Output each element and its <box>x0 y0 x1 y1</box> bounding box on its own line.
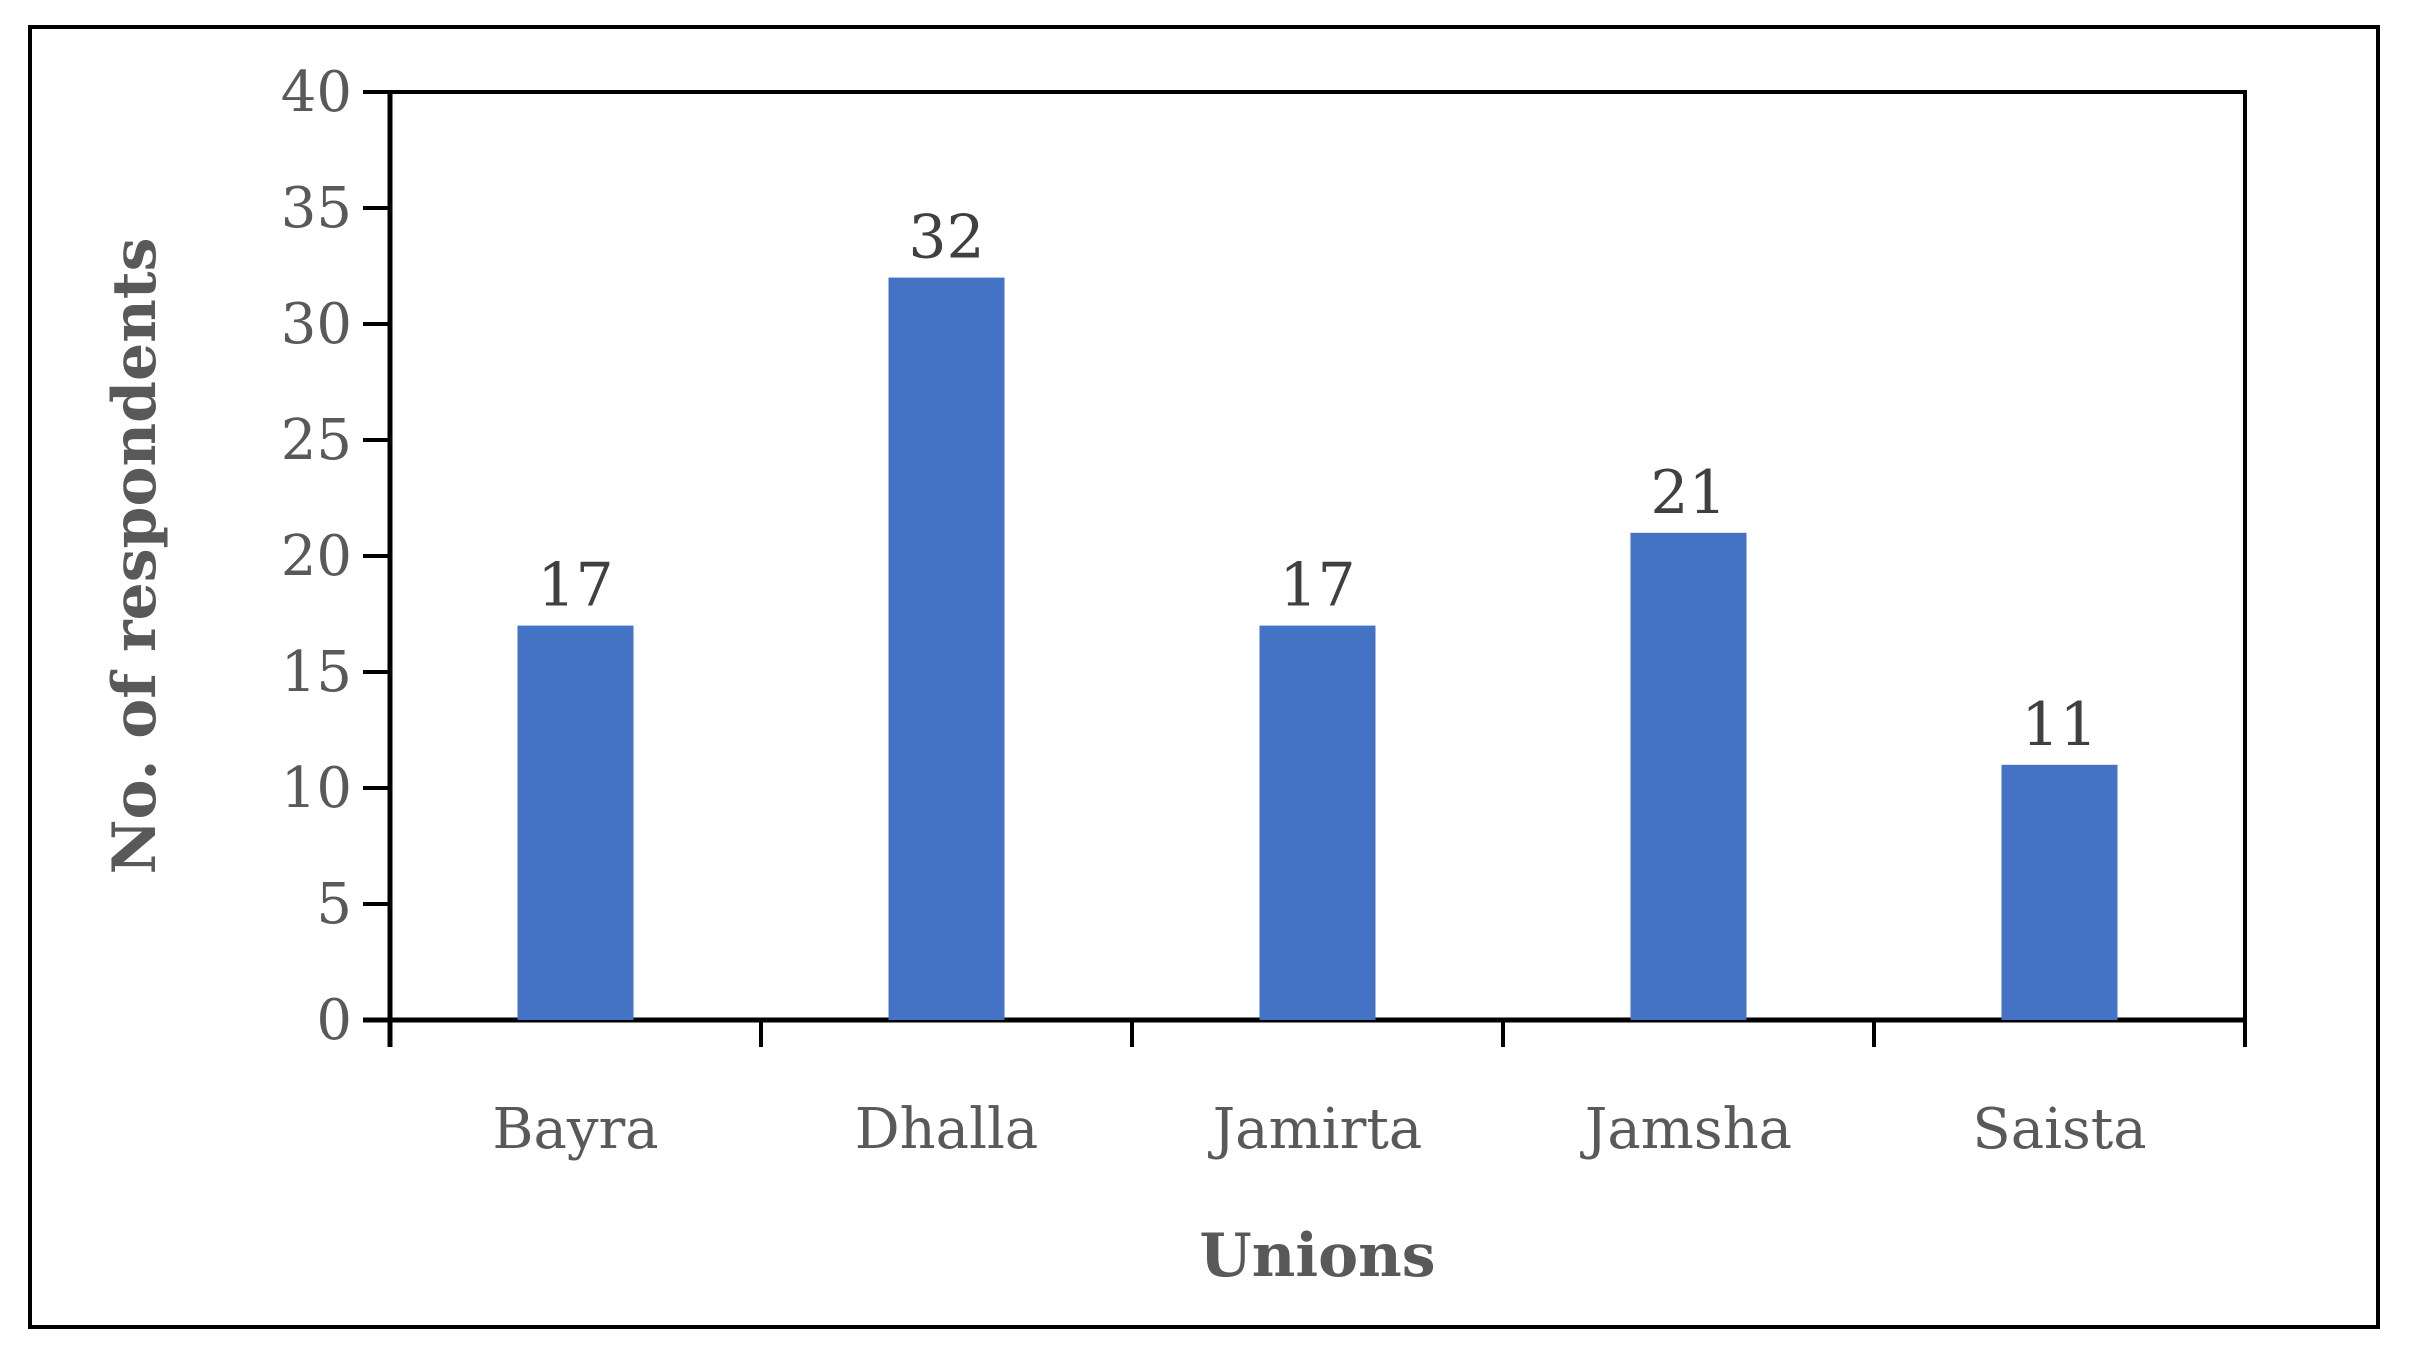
y-tick-label: 20 <box>281 524 352 589</box>
y-tick-label: 30 <box>281 292 352 357</box>
x-tick-label: Saista <box>1972 1097 2146 1162</box>
bar <box>1259 625 1376 1020</box>
bar <box>1630 532 1747 1020</box>
y-tick-label: 10 <box>281 756 352 821</box>
x-tick-label: Dhalla <box>855 1097 1039 1162</box>
y-tick-label: 25 <box>281 408 352 473</box>
bar <box>888 277 1005 1021</box>
y-tick-label: 40 <box>281 60 352 125</box>
plot-area: 0 5 10 15 20 25 30 35 40 17 Bayra 32 Dhalla 17 Jamirta… <box>281 60 2247 1162</box>
y-tick-label: 5 <box>316 872 352 937</box>
data-label: 17 <box>537 551 613 621</box>
y-tick-label: 35 <box>281 176 352 241</box>
bar <box>517 625 634 1020</box>
chart-frame <box>28 25 2380 1329</box>
x-tick-label: Jamirta <box>1208 1097 1423 1162</box>
x-axis-title: Unions <box>1199 1221 1435 1291</box>
data-label: 17 <box>1279 551 1355 621</box>
data-label: 32 <box>908 203 984 273</box>
x-tick-label: Jamsha <box>1580 1097 1792 1162</box>
y-axis-title: No. of respondents <box>100 238 170 875</box>
data-label: 11 <box>2021 690 2097 760</box>
y-tick-label: 15 <box>281 640 352 705</box>
bar <box>2001 764 2118 1020</box>
y-tick-label: 0 <box>316 988 352 1053</box>
data-label: 21 <box>1650 458 1726 528</box>
x-tick-label: Bayra <box>492 1097 658 1162</box>
